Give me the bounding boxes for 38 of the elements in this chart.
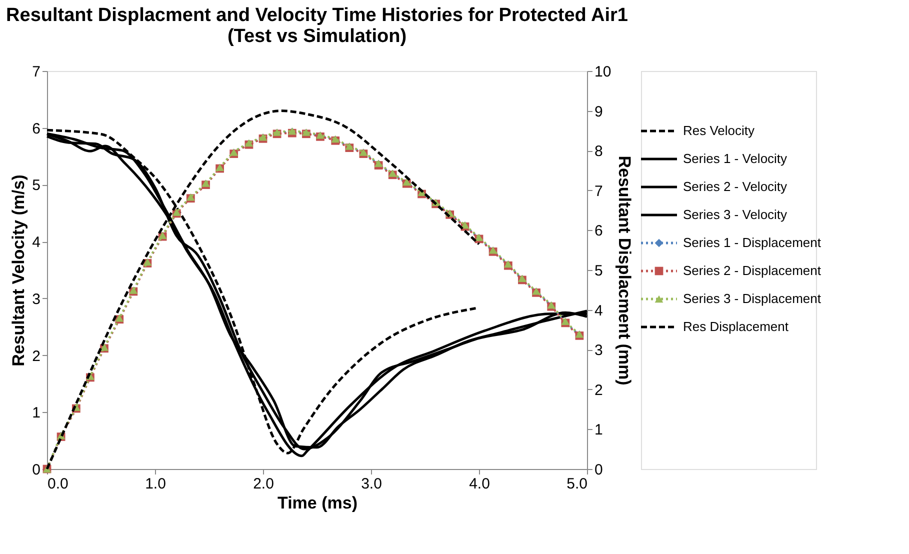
legend-label: Series 3 - Displacement [683, 291, 822, 306]
y-tick-label: 4 [32, 234, 40, 252]
y2-tick-label: 9 [594, 103, 603, 120]
y2-tick-label: 8 [594, 143, 603, 160]
y-tick-label: 1 [32, 404, 40, 422]
y2-tick-label: 3 [594, 342, 603, 360]
y-axis-title: Resultant Velocity (m/s) [9, 174, 28, 366]
x-tick-label: 2.0 [253, 476, 274, 492]
y-tick-label: 2 [32, 348, 40, 365]
y-tick-label: 6 [32, 120, 40, 138]
y2-tick-label: 5 [594, 262, 603, 280]
x-tick-label: 4.0 [469, 476, 490, 492]
y-tick-label: 5 [32, 177, 40, 194]
y2-tick-label: 4 [594, 302, 603, 320]
y2-tick-label: 7 [594, 182, 603, 200]
y-tick-label: 7 [32, 64, 40, 80]
legend-label: Series 3 - Velocity [683, 207, 788, 222]
legend-label: Res Velocity [683, 123, 756, 138]
legend-label: Series 1 - Velocity [683, 151, 788, 166]
legend-label: Series 2 - Displacement [683, 263, 822, 278]
y2-tick-label: 6 [594, 222, 603, 240]
legend-label: Series 1 - Displacement [683, 235, 822, 250]
legend-label: Res Displacement [683, 319, 789, 334]
y-tick-label: 3 [32, 290, 40, 308]
text: Resultant Displacment and Velocity Time Histories for Protected Air1 [6, 5, 628, 26]
x-tick-label: 3.0 [361, 476, 382, 492]
x-tick-label: 1.0 [145, 476, 166, 492]
y2-tick-label: 2 [594, 382, 603, 399]
y-tick-label: 0 [32, 462, 40, 478]
legend-label: Series 2 - Velocity [683, 179, 788, 194]
x-tick-label: 0.0 [48, 476, 68, 492]
x-tick-label: 5.0 [566, 476, 588, 492]
y2-tick-label: 1 [594, 422, 603, 439]
x-axis-title: Time (ms) [278, 494, 358, 512]
y2-axis-title: Resultant Displacment (mm) [615, 156, 634, 386]
y2-tick-label: 10 [594, 64, 612, 80]
text: (Test vs Simulation) [227, 26, 407, 47]
y2-tick-label: 0 [594, 462, 603, 478]
